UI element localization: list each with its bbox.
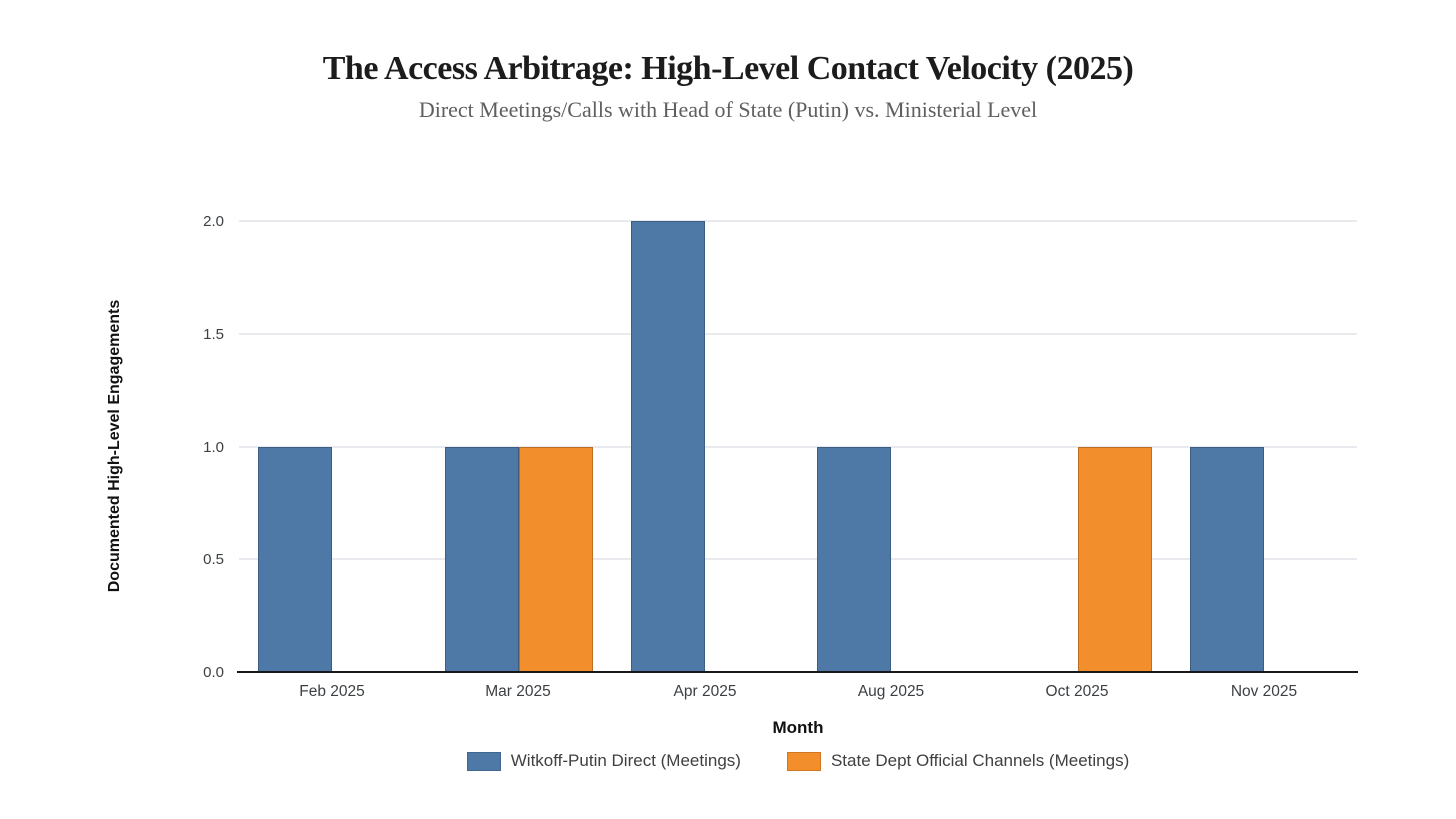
y-tick-label: 2.0	[203, 213, 224, 230]
y-axis-title: Documented High-Level Engagements	[106, 299, 123, 593]
legend-swatch-icon	[466, 751, 501, 771]
bar-witkoff-putin-direct-meetings-nov-2025	[1190, 447, 1264, 673]
bar-witkoff-putin-direct-meetings-feb-2025	[258, 447, 332, 673]
y-tick-label: 1.0	[203, 439, 224, 456]
bar-witkoff-putin-direct-meetings-apr-2025	[631, 221, 705, 672]
y-tick-label: 0.0	[203, 664, 224, 681]
chart-subtitle: Direct Meetings/Calls with Head of State…	[418, 97, 1038, 122]
gridline	[239, 558, 1357, 560]
bar-state-dept-official-channels-meetings-oct-2025	[1078, 447, 1152, 673]
legend-swatch-icon	[786, 751, 821, 771]
x-axis-title: Month	[772, 718, 824, 737]
legend-item: State Dept Official Channels (Meetings)	[786, 751, 1130, 771]
chart-title: The Access Arbitrage: High-Level Contact…	[322, 50, 1134, 87]
bar-witkoff-putin-direct-meetings-mar-2025	[445, 447, 519, 673]
x-tick-label: Feb 2025	[299, 683, 365, 700]
x-tick-label: Apr 2025	[673, 683, 737, 700]
x-tick-label: Oct 2025	[1045, 683, 1109, 700]
bar-witkoff-putin-direct-meetings-aug-2025	[817, 447, 891, 673]
gridline	[239, 446, 1357, 448]
x-axis-line	[237, 671, 1358, 673]
x-tick-label: Nov 2025	[1230, 683, 1298, 700]
legend: Witkoff-Putin Direct (Meetings) State Dep…	[239, 751, 1357, 771]
gridline	[239, 220, 1357, 222]
legend-label: Witkoff-Putin Direct (Meetings)	[510, 751, 741, 770]
legend-item: Witkoff-Putin Direct (Meetings)	[466, 751, 741, 771]
x-tick-label: Aug 2025	[857, 683, 925, 700]
gridline	[239, 333, 1357, 335]
y-tick-label: 0.5	[203, 551, 224, 568]
x-tick-label: Mar 2025	[485, 683, 551, 700]
legend-label: State Dept Official Channels (Meetings)	[830, 751, 1130, 770]
y-tick-label: 1.5	[203, 326, 224, 343]
bar-state-dept-official-channels-meetings-mar-2025	[519, 447, 593, 673]
